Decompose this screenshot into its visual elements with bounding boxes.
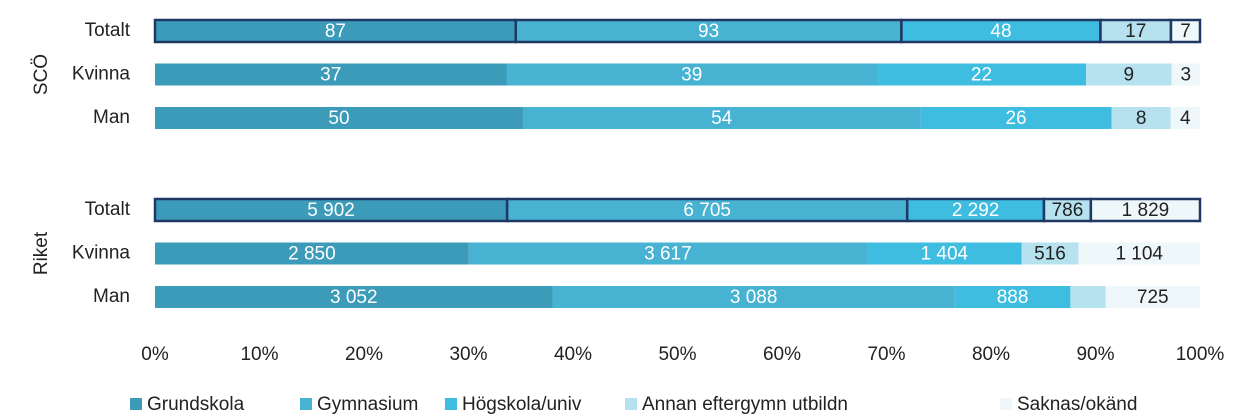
x-tick-label: 80%: [972, 344, 1010, 365]
group-label: Riket: [31, 231, 52, 275]
legend-swatch: [445, 398, 457, 410]
bar-segment: [155, 286, 553, 308]
bar-segment: [522, 107, 921, 129]
bar-segment: [1021, 242, 1079, 265]
bar-segment: [1170, 107, 1200, 129]
data-label: 22: [971, 65, 992, 86]
bar-segment: [1111, 107, 1171, 129]
x-tick-label: 70%: [867, 344, 905, 365]
data-label: 37: [320, 65, 341, 86]
data-label: 888: [997, 287, 1029, 308]
data-label: 3: [1180, 65, 1191, 86]
legend-label: Annan eftergymn utbildn: [642, 394, 848, 415]
data-label: 725: [1137, 287, 1169, 308]
row-label: Kvinna: [72, 64, 131, 85]
data-label: 3 052: [330, 287, 378, 308]
bar-segment: [1171, 63, 1200, 86]
legend-label: Saknas/okänd: [1017, 394, 1137, 415]
data-label: 1 829: [1122, 200, 1170, 221]
x-tick-label: 100%: [1176, 344, 1225, 365]
bar-segment: [155, 63, 507, 86]
legend-label: Högskola/univ: [462, 394, 582, 415]
data-label: 3 088: [730, 287, 778, 308]
bar-segment: [867, 242, 1022, 265]
bar-segment: [552, 286, 955, 308]
data-label: 50: [328, 108, 349, 129]
data-label: 8: [1136, 108, 1147, 129]
data-label: 93: [698, 21, 719, 42]
bar-segment: [1169, 18, 1202, 44]
bar-segment: [1070, 286, 1106, 308]
data-label: 2 850: [288, 244, 336, 265]
data-label: 39: [681, 65, 702, 86]
bar-segment: [1078, 242, 1200, 265]
bar-segment: [1089, 197, 1202, 223]
data-label: 786: [1052, 200, 1084, 221]
bar-segment: [155, 107, 523, 129]
data-label: 87: [325, 21, 346, 42]
legend-swatch: [300, 398, 312, 410]
data-label: 3 617: [644, 244, 692, 265]
x-tick-label: 90%: [1076, 344, 1114, 365]
x-tick-label: 0%: [141, 344, 169, 365]
bar-segment: [1086, 63, 1172, 86]
data-label: 1 404: [921, 244, 969, 265]
data-label: 17: [1125, 21, 1146, 42]
bar-segment: [954, 286, 1071, 308]
legend-swatch: [625, 398, 637, 410]
x-tick-label: 30%: [449, 344, 487, 365]
data-label: 26: [1005, 108, 1026, 129]
group-label: SCÖ: [31, 54, 52, 95]
data-label: 5 902: [307, 200, 355, 221]
data-label: 54: [711, 108, 733, 129]
legend-swatch: [1000, 398, 1012, 410]
row-label: Totalt: [85, 199, 131, 220]
data-label: 48: [990, 21, 1011, 42]
bar-segment: [877, 63, 1086, 86]
data-label: 6 705: [683, 200, 731, 221]
x-tick-label: 50%: [658, 344, 696, 365]
bar-segment: [1105, 286, 1200, 308]
data-label: 516: [1034, 244, 1066, 265]
x-tick-label: 60%: [763, 344, 801, 365]
x-tick-label: 40%: [554, 344, 592, 365]
row-label: Kvinna: [72, 243, 131, 264]
data-label: 7: [1180, 21, 1191, 42]
data-label: 9: [1123, 65, 1134, 86]
x-tick-label: 10%: [240, 344, 278, 365]
data-label: 2 292: [952, 200, 1000, 221]
bar-segment: [155, 242, 469, 265]
bar-segment: [920, 107, 1112, 129]
x-tick-label: 20%: [345, 344, 383, 365]
legend-label: Gymnasium: [317, 394, 418, 415]
legend-label: Grundskola: [147, 394, 245, 415]
row-label: Man: [93, 107, 130, 128]
data-label: 4: [1180, 108, 1191, 129]
bar-segment: [506, 63, 877, 86]
bar-segment: [468, 242, 868, 265]
data-label: 1 104: [1115, 244, 1163, 265]
legend-swatch: [130, 398, 142, 410]
row-label: Man: [93, 286, 130, 307]
row-label: Totalt: [85, 20, 131, 41]
